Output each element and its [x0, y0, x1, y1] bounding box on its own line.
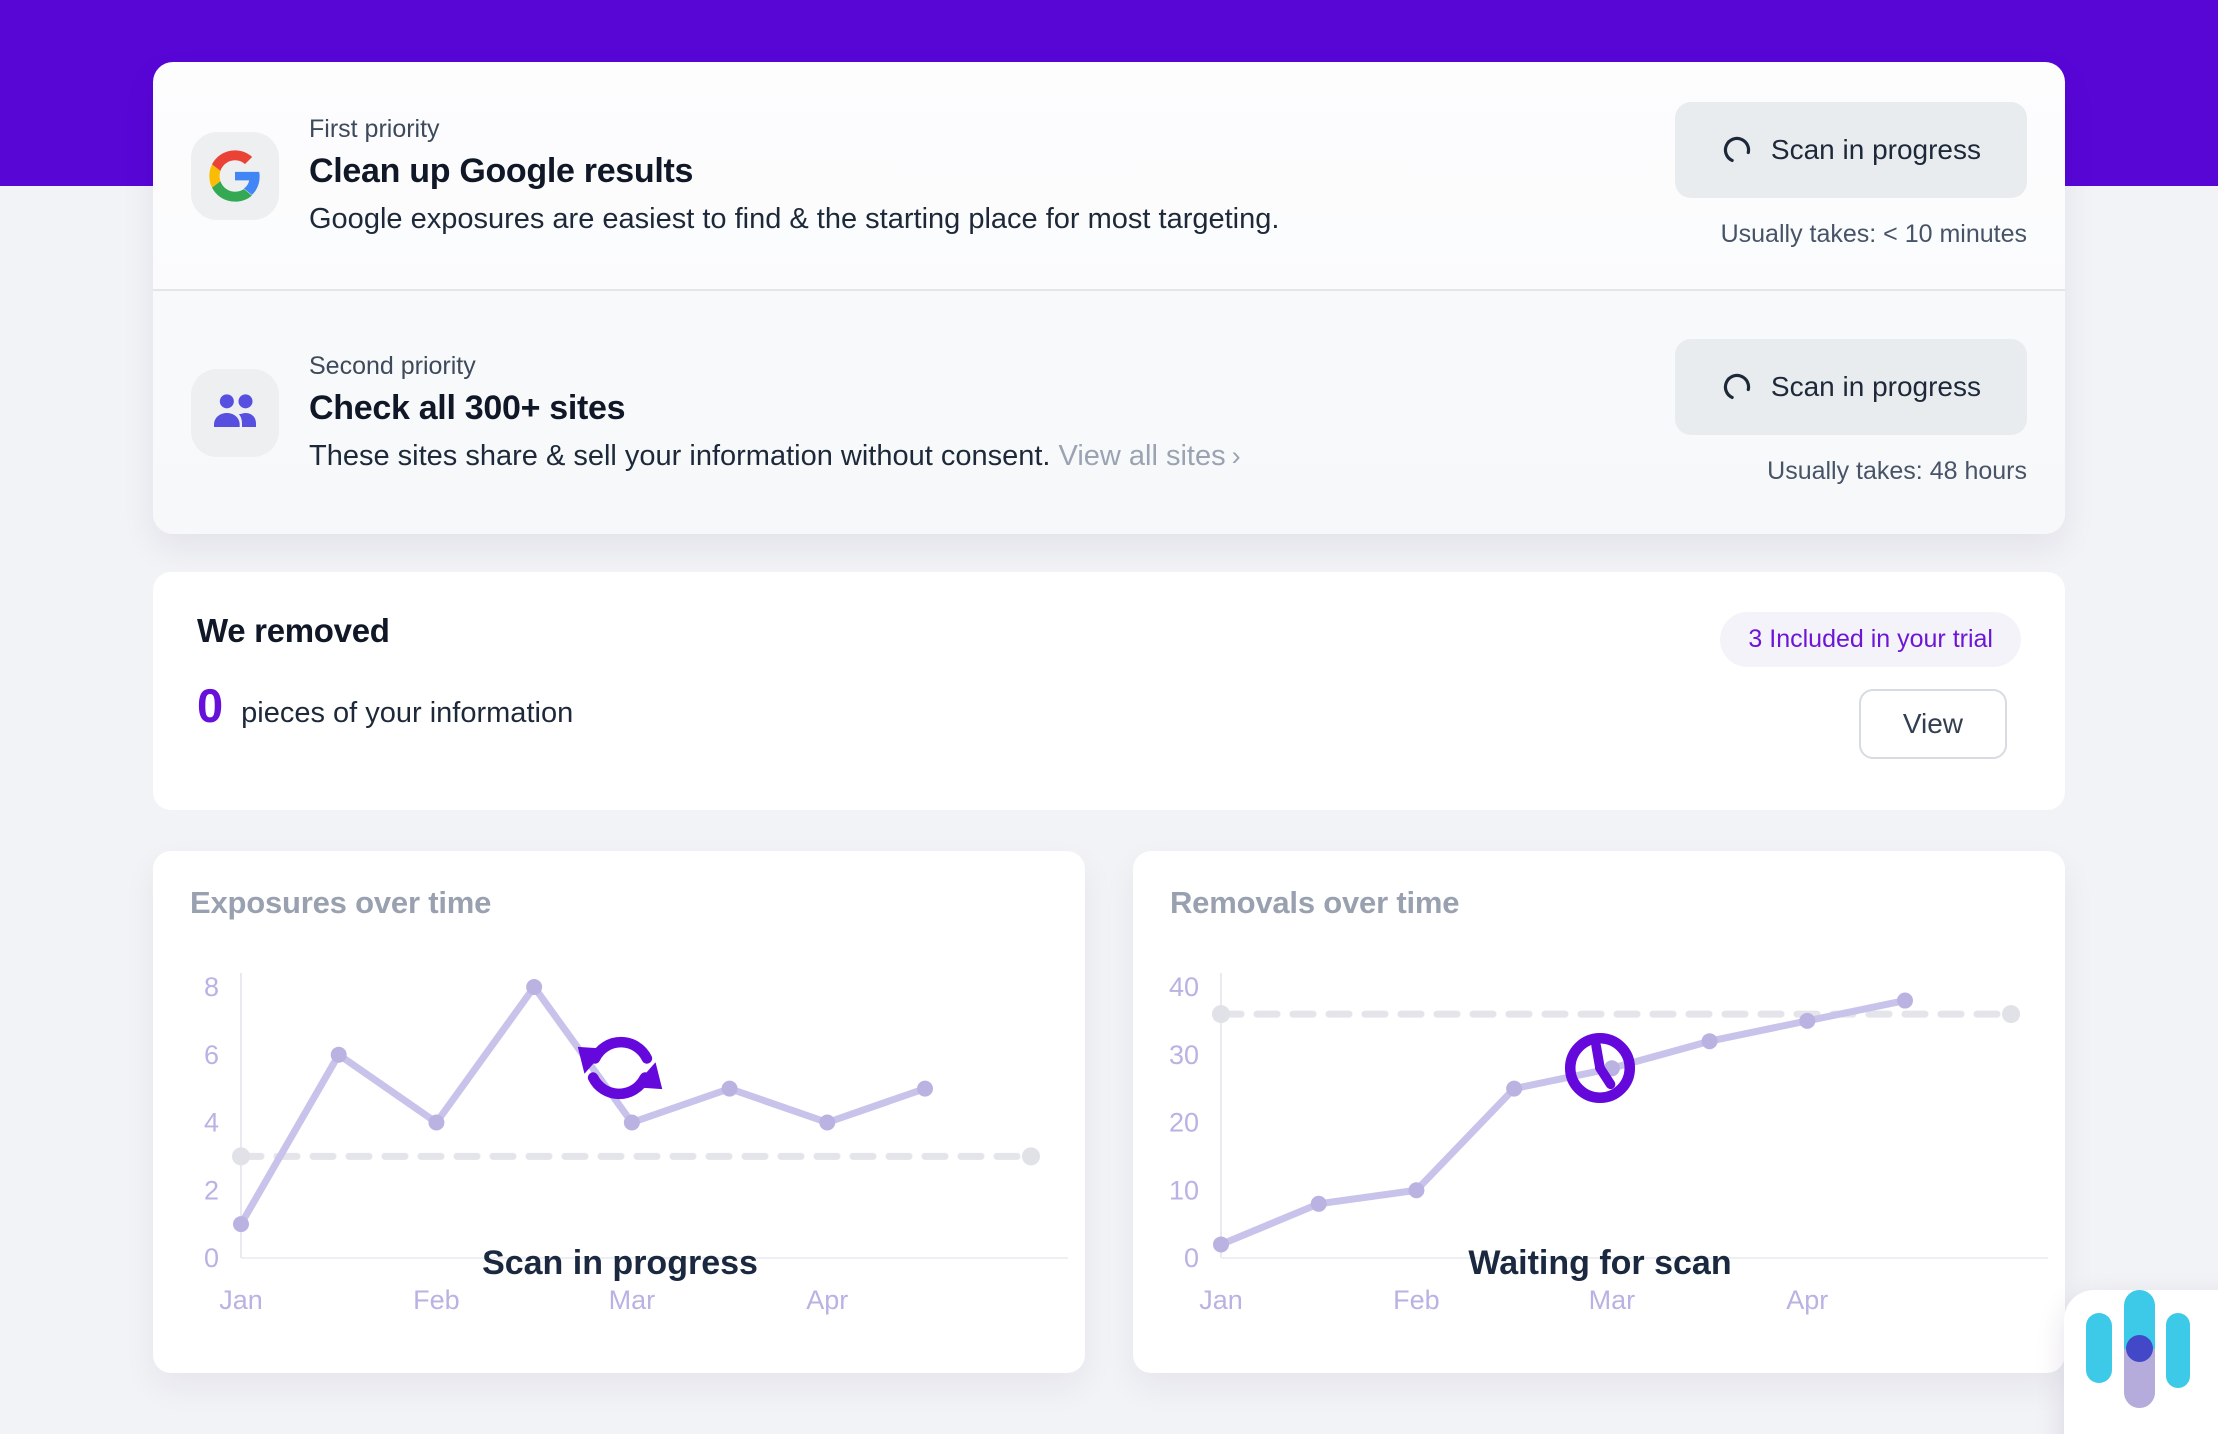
svg-text:10: 10: [1169, 1175, 1199, 1205]
removals-chart-card: Removals over time 0 10 20 30 40 Jan Feb Mar Apr…: [1133, 851, 2065, 1373]
main-content: First priority Clean up Google results G…: [153, 62, 2065, 1373]
svg-text:Mar: Mar: [609, 1285, 656, 1315]
chevron-right-icon: ›: [1231, 441, 1241, 471]
view-button[interactable]: View: [1858, 689, 2007, 759]
view-all-sites-link[interactable]: View all sites ›: [1058, 440, 1241, 472]
svg-text:Jan: Jan: [219, 1285, 263, 1315]
priority-row-sites: Second priority Check all 300+ sites The…: [153, 291, 2065, 534]
spinner-icon: [1721, 371, 1753, 403]
scan-in-progress-button[interactable]: Scan in progress: [1674, 102, 2027, 198]
priority-description: Google exposures are easiest to find & t…: [309, 203, 1280, 235]
widget-dot: [2126, 1335, 2153, 1362]
svg-text:Feb: Feb: [413, 1285, 460, 1315]
svg-text:20: 20: [1169, 1108, 1199, 1138]
priority-title: Clean up Google results: [309, 152, 694, 190]
svg-text:0: 0: [1184, 1243, 1199, 1273]
chart-title: Removals over time: [1170, 885, 1460, 920]
google-icon: [191, 131, 279, 220]
widget-bar-left: [2086, 1313, 2112, 1383]
clock-icon: [1552, 1020, 1648, 1116]
scan-button-label: Scan in progress: [1770, 134, 1981, 165]
svg-text:30: 30: [1169, 1040, 1199, 1070]
removed-title: We removed: [197, 612, 390, 649]
row-divider: [153, 289, 2065, 291]
svg-text:2: 2: [204, 1175, 219, 1205]
removed-summary-card: We removed 0 pieces of your information …: [153, 572, 2065, 810]
priority-description: These sites share & sell your informatio…: [309, 440, 1241, 472]
chart-title: Exposures over time: [190, 885, 492, 920]
svg-text:6: 6: [204, 1040, 219, 1070]
svg-text:Mar: Mar: [1589, 1285, 1636, 1315]
svg-text:Apr: Apr: [806, 1285, 848, 1315]
svg-text:Apr: Apr: [1786, 1285, 1828, 1315]
line-chart: 0 10 20 30 40 Jan Feb Mar Apr: [1169, 972, 2048, 1315]
svg-text:0: 0: [204, 1243, 219, 1273]
scan-in-progress-button[interactable]: Scan in progress: [1674, 339, 2027, 435]
scan-duration-caption: Usually takes: 48 hours: [1767, 457, 2027, 485]
line-chart: 0 2 4 6 8 Jan Feb Mar Apr: [204, 972, 1068, 1315]
exposures-chart-card: Exposures over time 0 2 4 6 8 Jan Feb Mar Apr: [153, 851, 1085, 1373]
scan-button-label: Scan in progress: [1770, 371, 1981, 402]
trial-badge: 3 Included in your trial: [1720, 612, 2021, 667]
widget-bar-right: [2166, 1313, 2190, 1388]
exposures-chart: 0 2 4 6 8 Jan Feb Mar Apr Scan in progress: [153, 951, 1083, 1351]
refresh-icon: [572, 1020, 668, 1116]
svg-text:Feb: Feb: [1393, 1285, 1440, 1315]
priority-kicker: Second priority: [309, 352, 476, 380]
removed-count: 0: [197, 679, 224, 732]
priority-title: Check all 300+ sites: [309, 389, 626, 427]
priorities-card: First priority Clean up Google results G…: [153, 62, 2065, 534]
svg-text:8: 8: [204, 972, 219, 1002]
svg-text:40: 40: [1169, 972, 1199, 1002]
chart-status-label: Scan in progress: [482, 1244, 758, 1282]
people-icon: [191, 368, 279, 457]
chart-status-label: Waiting for scan: [1468, 1244, 1732, 1282]
charts-row: Exposures over time 0 2 4 6 8 Jan Feb Mar Apr: [153, 851, 2065, 1373]
spinner-icon: [1721, 134, 1753, 166]
removed-count-label: pieces of your information: [241, 697, 574, 729]
svg-text:Jan: Jan: [1199, 1285, 1243, 1315]
chat-widget-launcher[interactable]: [2058, 1284, 2218, 1434]
removals-chart: 0 10 20 30 40 Jan Feb Mar Apr Waiting for scan: [1133, 951, 2063, 1351]
svg-text:4: 4: [204, 1108, 219, 1138]
priority-row-google: First priority Clean up Google results G…: [153, 62, 2065, 289]
scan-duration-caption: Usually takes: < 10 minutes: [1720, 220, 2027, 248]
priority-kicker: First priority: [309, 115, 440, 143]
